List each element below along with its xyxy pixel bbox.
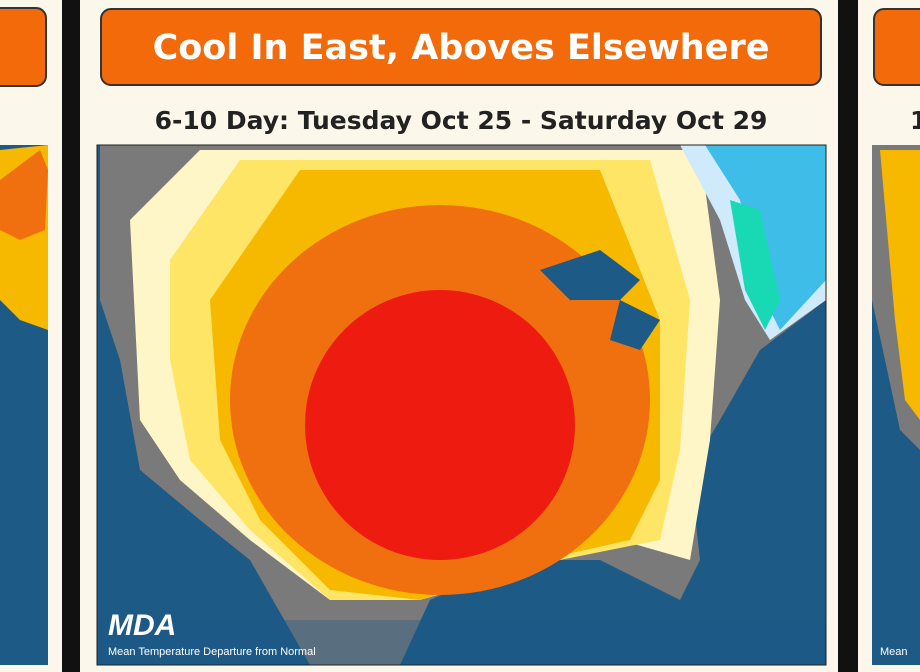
caption-strip — [97, 620, 826, 665]
logo: MDA — [108, 609, 176, 642]
band-highest — [305, 290, 575, 560]
left-map — [0, 145, 48, 665]
left-title-bar — [0, 7, 47, 87]
right-title-bar — [873, 8, 920, 86]
title: Cool In East, Aboves Elsewhere — [153, 28, 770, 68]
map-border — [96, 144, 827, 666]
right-map — [872, 145, 920, 665]
caption: Mean Temperature Departure from Normal — [108, 646, 316, 658]
map: MDA Mean Temperature Departure from Norm… — [97, 145, 826, 665]
title-bar — [100, 8, 822, 86]
right-subtitle-fragment: 1 — [910, 106, 920, 135]
right-caption-fragment: Mean — [880, 646, 908, 658]
subtitle: 6-10 Day: Tuesday Oct 25 - Saturday Oct … — [155, 106, 768, 135]
band-cool-teal — [730, 200, 780, 330]
great-lakes — [540, 250, 660, 350]
